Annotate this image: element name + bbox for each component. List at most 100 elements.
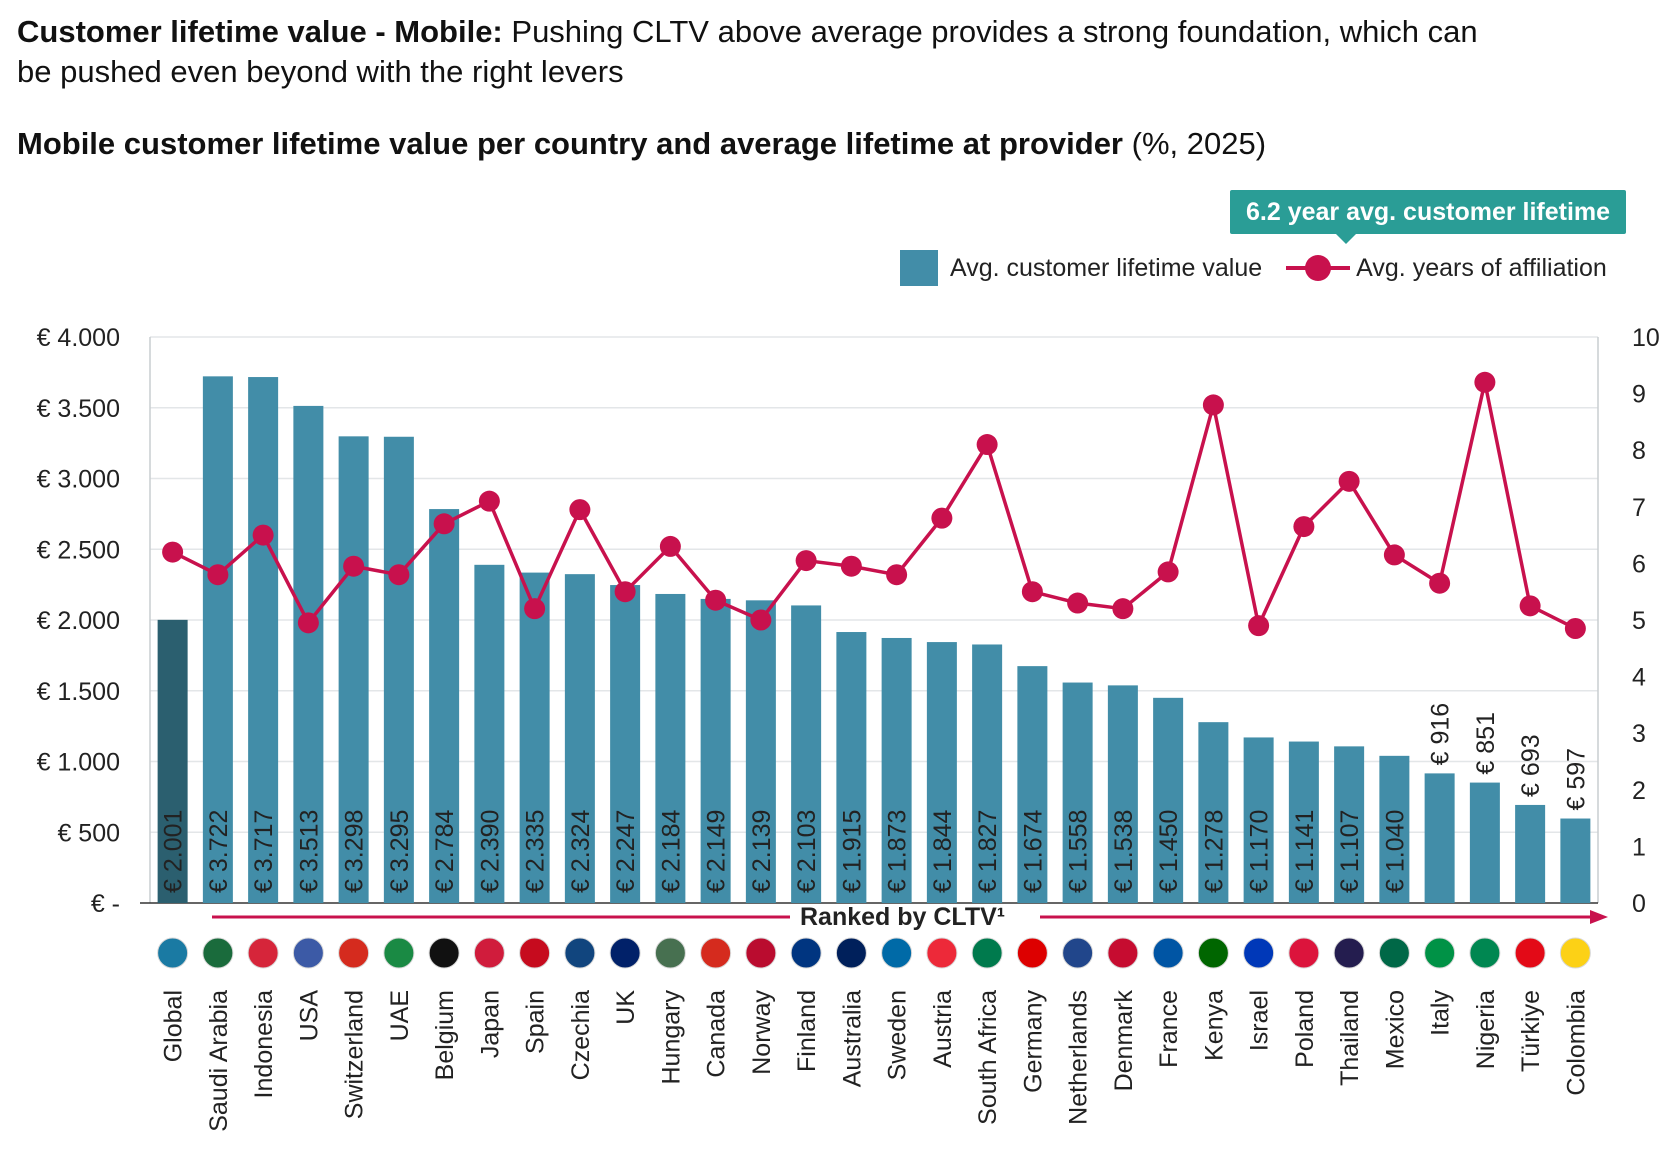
flag-icon xyxy=(609,937,641,969)
legend-line-label: Avg. years of affiliation xyxy=(1356,253,1607,282)
x-category-label: Nigeria xyxy=(1472,990,1500,1069)
affiliation-point xyxy=(1067,592,1089,614)
bar-value-label: € 3.513 xyxy=(295,810,323,893)
x-category-label: USA xyxy=(295,990,323,1042)
affiliation-point xyxy=(1474,371,1496,393)
bar-value-label: € 597 xyxy=(1562,748,1590,811)
affiliation-point xyxy=(388,564,410,586)
flag-icon xyxy=(473,937,505,969)
bar-nigeria xyxy=(1469,782,1500,903)
bar-global xyxy=(157,619,188,903)
affiliation-point xyxy=(1519,595,1541,617)
bar-netherlands xyxy=(1062,682,1093,903)
x-category-label: Sweden xyxy=(884,990,912,1080)
bar-denmark xyxy=(1107,685,1138,903)
y-right-tick-label: 1 xyxy=(1632,833,1646,861)
y-left-tick-label: € 4.000 xyxy=(37,324,120,352)
bar-usa xyxy=(293,405,324,903)
affiliation-point xyxy=(1021,581,1043,603)
flag-icon xyxy=(1152,937,1184,969)
bar-value-label: € 1.558 xyxy=(1065,810,1093,893)
x-category-label: France xyxy=(1155,990,1183,1068)
headline-rest: Pushing CLTV above average provides a st… xyxy=(17,14,1478,89)
affiliation-point xyxy=(343,555,365,577)
affiliation-point xyxy=(659,535,681,557)
bar-value-label: € 2.390 xyxy=(476,810,504,893)
x-category-label: Japan xyxy=(476,990,504,1058)
chart-title-bold: Mobile customer lifetime value per count… xyxy=(17,126,1123,161)
affiliation-point xyxy=(297,612,319,634)
affiliation-point xyxy=(1564,617,1586,639)
legend-bar-label: Avg. customer lifetime value xyxy=(950,253,1263,282)
bar-value-label: € 3.295 xyxy=(386,810,414,893)
bar-saudi-arabia xyxy=(202,376,233,903)
affiliation-point xyxy=(1248,615,1270,637)
affiliation-line xyxy=(171,380,1577,631)
flag-icon xyxy=(247,937,279,969)
bar-value-label: € 851 xyxy=(1472,712,1500,775)
bar-indonesia xyxy=(248,377,279,903)
bar-spain xyxy=(519,572,550,903)
x-category-label: Germany xyxy=(1019,990,1047,1093)
callout-pointer xyxy=(1336,234,1356,244)
x-category-label: Spain xyxy=(522,990,550,1054)
affiliation-point xyxy=(614,581,636,603)
bar-türkiye xyxy=(1515,804,1546,903)
flag-icon xyxy=(654,937,686,969)
legend-line-swatch xyxy=(1286,250,1351,286)
y-left-tick-label: € 3.000 xyxy=(37,466,120,494)
y-right-tick-label: 8 xyxy=(1632,437,1646,465)
bar-value-label: € 1.674 xyxy=(1019,809,1047,893)
bar-value-label: € 1.278 xyxy=(1200,810,1228,893)
y-right-tick-label: 5 xyxy=(1632,607,1646,635)
affiliation-point xyxy=(1293,516,1315,538)
x-category-label: Switzerland xyxy=(341,990,369,1119)
x-category-label: Czechia xyxy=(567,990,595,1080)
flag-icon xyxy=(1243,937,1275,969)
x-category-label: UK xyxy=(612,990,640,1025)
bar-france xyxy=(1153,697,1184,903)
x-category-label: Poland xyxy=(1291,990,1319,1068)
bar-germany xyxy=(1017,666,1048,903)
flag-icon xyxy=(700,937,732,969)
bar-poland xyxy=(1288,741,1319,903)
flag-icon xyxy=(1424,937,1456,969)
flag-icon xyxy=(835,937,867,969)
affiliation-point xyxy=(524,598,546,620)
flag-icon xyxy=(428,937,460,969)
affiliation-point xyxy=(252,524,274,546)
x-category-label: Norway xyxy=(748,990,776,1075)
affiliation-point xyxy=(1112,598,1134,620)
x-category-label: Thailand xyxy=(1336,990,1364,1086)
x-category-label: UAE xyxy=(386,990,414,1041)
flag-icon xyxy=(881,937,913,969)
y-left-tick-label: € 3.500 xyxy=(37,395,120,423)
bar-value-label: € 1.107 xyxy=(1336,810,1364,893)
bar-value-label: € 3.298 xyxy=(341,810,369,893)
bar-value-label: € 1.915 xyxy=(838,810,866,893)
flag-icon xyxy=(926,937,958,969)
bar-value-label: € 2.784 xyxy=(431,809,459,893)
affiliation-point xyxy=(705,589,727,611)
bar-sweden xyxy=(881,637,912,903)
bar-value-label: € 3.722 xyxy=(205,810,233,893)
flag-icon xyxy=(1378,937,1410,969)
bar-australia xyxy=(836,632,867,903)
bar-value-label: € 2.335 xyxy=(522,810,550,893)
bar-value-label: € 916 xyxy=(1427,703,1455,766)
bar-kenya xyxy=(1198,722,1229,903)
affiliation-point xyxy=(207,564,229,586)
x-category-label: Italy xyxy=(1427,990,1455,1036)
headline-bold: Customer lifetime value - Mobile: xyxy=(17,14,503,49)
bar-hungary xyxy=(655,593,686,903)
x-category-label: Indonesia xyxy=(250,990,278,1099)
flag-icon xyxy=(790,937,822,969)
flag-icon xyxy=(1062,937,1094,969)
flag-icon xyxy=(1016,937,1048,969)
bar-uae xyxy=(383,436,414,903)
bar-value-label: € 1.873 xyxy=(884,810,912,893)
affiliation-point xyxy=(795,550,817,572)
flag-icon xyxy=(1333,937,1365,969)
bar-switzerland xyxy=(338,436,369,903)
